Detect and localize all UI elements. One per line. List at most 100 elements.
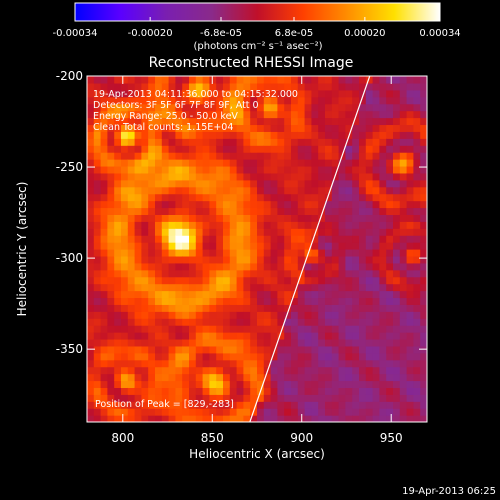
heatmap-cell bbox=[270, 117, 278, 126]
heatmap-cell bbox=[304, 338, 312, 347]
heatmap-cell bbox=[352, 262, 360, 271]
heatmap-cell bbox=[93, 131, 102, 139]
heatmap-cell bbox=[386, 345, 394, 354]
heatmap-cell bbox=[365, 332, 374, 340]
heatmap-cell bbox=[365, 138, 374, 146]
heatmap-cell bbox=[250, 269, 258, 278]
heatmap-cell bbox=[406, 96, 414, 105]
heatmap-cell bbox=[148, 249, 156, 257]
heatmap-cell bbox=[161, 276, 170, 285]
heatmap-cell bbox=[399, 415, 408, 422]
heatmap-cell bbox=[399, 352, 408, 361]
heatmap-cell bbox=[195, 290, 204, 299]
heatmap-cell bbox=[250, 172, 258, 181]
heatmap-cell bbox=[223, 387, 231, 395]
heatmap-cell bbox=[386, 394, 394, 402]
heatmap-cell bbox=[229, 332, 238, 340]
heatmap-cell bbox=[277, 152, 285, 160]
heatmap-cell bbox=[195, 124, 204, 132]
heatmap-cell bbox=[107, 200, 115, 209]
heatmap-cell bbox=[304, 394, 312, 402]
heatmap-cell bbox=[127, 401, 136, 409]
heatmap-cell bbox=[250, 186, 258, 195]
heatmap-cell bbox=[372, 131, 380, 139]
heatmap-cell bbox=[406, 269, 414, 278]
heatmap-cell bbox=[175, 318, 183, 326]
heatmap-cell bbox=[168, 96, 176, 105]
heatmap-cell bbox=[134, 89, 142, 98]
heatmap-cell bbox=[365, 186, 374, 195]
heatmap-cell bbox=[263, 311, 272, 319]
heatmap-cell bbox=[325, 186, 333, 195]
heatmap-cell bbox=[304, 325, 312, 333]
heatmap-cell bbox=[318, 311, 326, 319]
heatmap-cell bbox=[406, 401, 414, 409]
heatmap-cell bbox=[148, 82, 156, 91]
heatmap-cell bbox=[93, 338, 102, 347]
heatmap-cell bbox=[175, 297, 183, 305]
heatmap-cell bbox=[365, 228, 374, 236]
heatmap-cell bbox=[141, 228, 149, 236]
heatmap-cell bbox=[318, 138, 326, 146]
heatmap-cell bbox=[93, 82, 102, 91]
annotation-detectors: Detectors: 3F 5F 6F 7F 8F 9F, Att 0 bbox=[93, 100, 259, 111]
heatmap-cell bbox=[127, 207, 136, 215]
heatmap-cell bbox=[359, 179, 367, 188]
heatmap-cell bbox=[100, 276, 108, 285]
heatmap-cell bbox=[161, 96, 170, 105]
heatmap-cell bbox=[304, 172, 312, 181]
heatmap-cell bbox=[134, 165, 142, 174]
heatmap-cell bbox=[93, 186, 102, 195]
heatmap-cell bbox=[297, 325, 306, 333]
heatmap-cell bbox=[270, 338, 278, 347]
heatmap-cell bbox=[413, 152, 421, 160]
heatmap-cell bbox=[243, 165, 251, 174]
heatmap-cell bbox=[352, 103, 360, 112]
heatmap-cell bbox=[189, 117, 197, 126]
heatmap-cell bbox=[257, 179, 265, 188]
heatmap-cell bbox=[365, 165, 374, 174]
heatmap-cell bbox=[325, 380, 333, 388]
heatmap-cell bbox=[318, 165, 326, 174]
heatmap-cell bbox=[277, 124, 285, 132]
heatmap-cell bbox=[209, 311, 217, 319]
heatmap-cell bbox=[114, 242, 122, 250]
heatmap-cell bbox=[93, 89, 102, 98]
heatmap-cell bbox=[93, 214, 102, 222]
heatmap-cell bbox=[257, 318, 265, 326]
heatmap-cell bbox=[168, 207, 176, 215]
heatmap-cell bbox=[379, 269, 387, 278]
heatmap-cell bbox=[372, 186, 380, 195]
heatmap-cell bbox=[100, 235, 108, 243]
heatmap-cell bbox=[209, 352, 217, 361]
heatmap-cell bbox=[379, 325, 387, 333]
heatmap-cell bbox=[161, 415, 170, 422]
heatmap-cell bbox=[304, 408, 312, 416]
heatmap-cell bbox=[345, 387, 353, 395]
heatmap-cell bbox=[229, 76, 238, 84]
heatmap-cell bbox=[291, 214, 299, 222]
heatmap-cell bbox=[359, 228, 367, 236]
heatmap-cells bbox=[87, 76, 427, 422]
heatmap-cell bbox=[148, 380, 156, 388]
heatmap-cell bbox=[318, 318, 326, 326]
heatmap-cell bbox=[107, 276, 115, 285]
heatmap-cell bbox=[93, 359, 102, 368]
heatmap-cell bbox=[195, 221, 204, 229]
heatmap-cell bbox=[297, 242, 306, 250]
heatmap-cell bbox=[189, 159, 197, 167]
heatmap-cell bbox=[114, 318, 122, 326]
heatmap-cell bbox=[182, 373, 190, 382]
heatmap-cell bbox=[100, 131, 108, 139]
heatmap-cell bbox=[161, 338, 170, 347]
heatmap-cell bbox=[223, 304, 231, 312]
heatmap-cell bbox=[420, 352, 427, 361]
heatmap-cell bbox=[359, 145, 367, 153]
heatmap-cell bbox=[141, 359, 149, 368]
heatmap-cell bbox=[236, 366, 244, 375]
heatmap-cell bbox=[161, 186, 170, 195]
heatmap-cell bbox=[93, 269, 102, 278]
heatmap-cell bbox=[338, 269, 346, 278]
heatmap-cell bbox=[304, 283, 312, 292]
heatmap-cell bbox=[270, 249, 278, 257]
